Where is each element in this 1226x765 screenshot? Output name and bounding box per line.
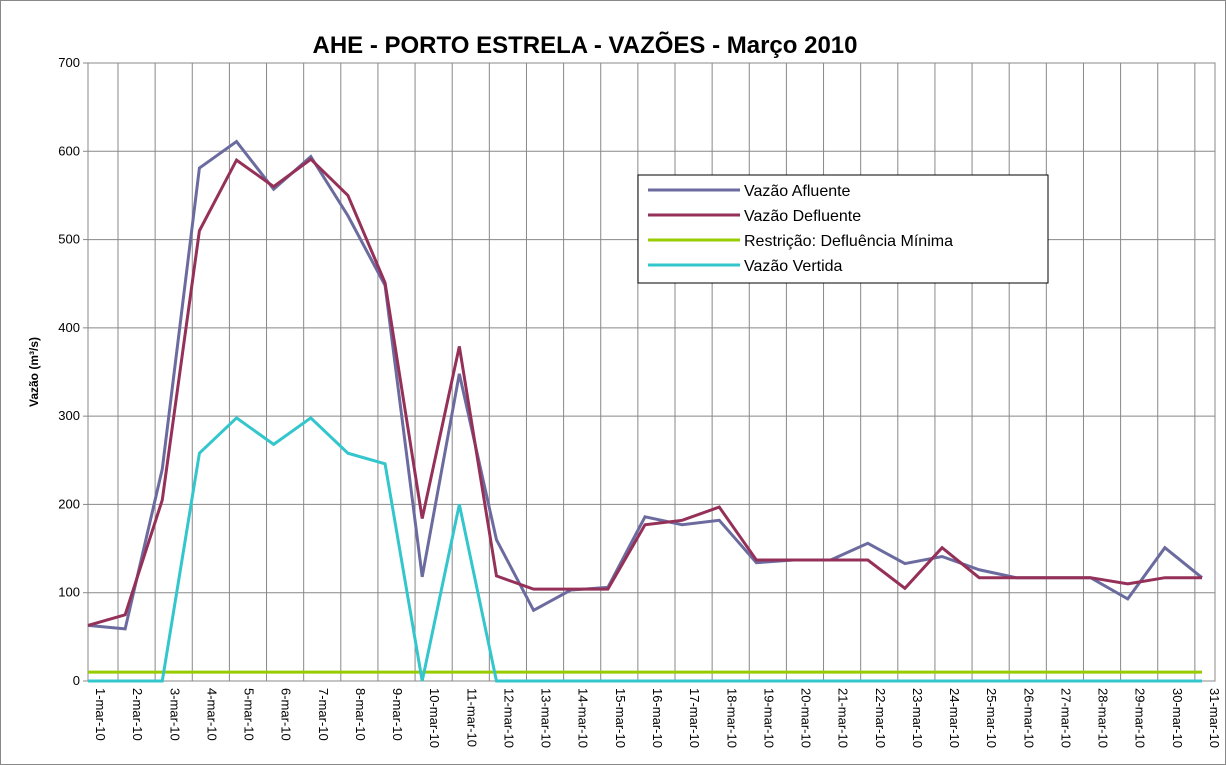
x-tick-label: 29-mar-10 — [1133, 688, 1148, 748]
x-tick-label: 28-mar-10 — [1096, 688, 1111, 748]
series-line — [88, 415, 1202, 683]
x-tick-label: 5-mar-10 — [242, 688, 257, 741]
chart-title: AHE - PORTO ESTRELA - VAZÕES - Março 201… — [313, 31, 858, 59]
y-tick-label: 700 — [58, 55, 80, 70]
y-axis-label: Vazão (m³/s) — [27, 337, 41, 407]
y-tick-label: 400 — [58, 320, 80, 335]
x-tick-label: 19-mar-10 — [761, 688, 776, 748]
x-tick-label: 11-mar-10 — [464, 688, 479, 747]
x-tick-label: 30-mar-10 — [1170, 688, 1185, 748]
x-tick-label: 6-mar-10 — [279, 688, 294, 741]
legend-label: Restrição: Defluência Mínima — [744, 233, 953, 250]
legend-label: Vazão Defluente — [744, 208, 861, 225]
x-tick-label: 4-mar-10 — [204, 688, 219, 741]
x-tick-label: 20-mar-10 — [799, 688, 814, 748]
series-line — [87, 157, 1202, 627]
x-tick-label: 7-mar-10 — [316, 688, 331, 741]
x-tick-label: 27-mar-10 — [1058, 688, 1073, 748]
x-tick-label: 14-mar-10 — [576, 688, 591, 748]
x-tick-label: 3-mar-10 — [167, 688, 182, 741]
x-tick-label: 23-mar-10 — [910, 688, 925, 748]
y-tick-label: 0 — [73, 673, 80, 688]
x-tick-label: 21-mar-10 — [836, 688, 851, 748]
x-tick-label: 2-mar-10 — [130, 688, 145, 741]
x-tick-label: 31-mar-10 — [1207, 688, 1222, 748]
y-tick-label: 600 — [58, 143, 80, 158]
x-tick-label: 26-mar-10 — [1021, 688, 1036, 748]
legend-label: Vazão Afluente — [744, 183, 851, 200]
x-tick-label: 9-mar-10 — [390, 688, 405, 741]
x-tick-label: 12-mar-10 — [501, 688, 516, 748]
x-tick-label: 18-mar-10 — [724, 688, 739, 748]
y-tick-label: 100 — [58, 585, 80, 600]
y-tick-label: 300 — [58, 408, 80, 423]
y-tick-label: 500 — [58, 232, 80, 247]
x-tick-label: 25-mar-10 — [984, 688, 999, 748]
x-tick-label: 24-mar-10 — [947, 688, 962, 748]
x-tick-label: 17-mar-10 — [687, 688, 702, 748]
x-tick-label: 8-mar-10 — [353, 688, 368, 741]
x-tick-label: 15-mar-10 — [613, 688, 628, 748]
x-tick-label: 1-mar-10 — [93, 688, 108, 741]
x-tick-label: 10-mar-10 — [427, 688, 442, 748]
x-tick-label: 16-mar-10 — [650, 688, 665, 748]
legend-label: Vazão Vertida — [744, 258, 843, 275]
x-tick-label: 22-mar-10 — [873, 688, 888, 748]
y-tick-label: 200 — [58, 496, 80, 511]
x-tick-label: 13-mar-10 — [539, 688, 554, 748]
